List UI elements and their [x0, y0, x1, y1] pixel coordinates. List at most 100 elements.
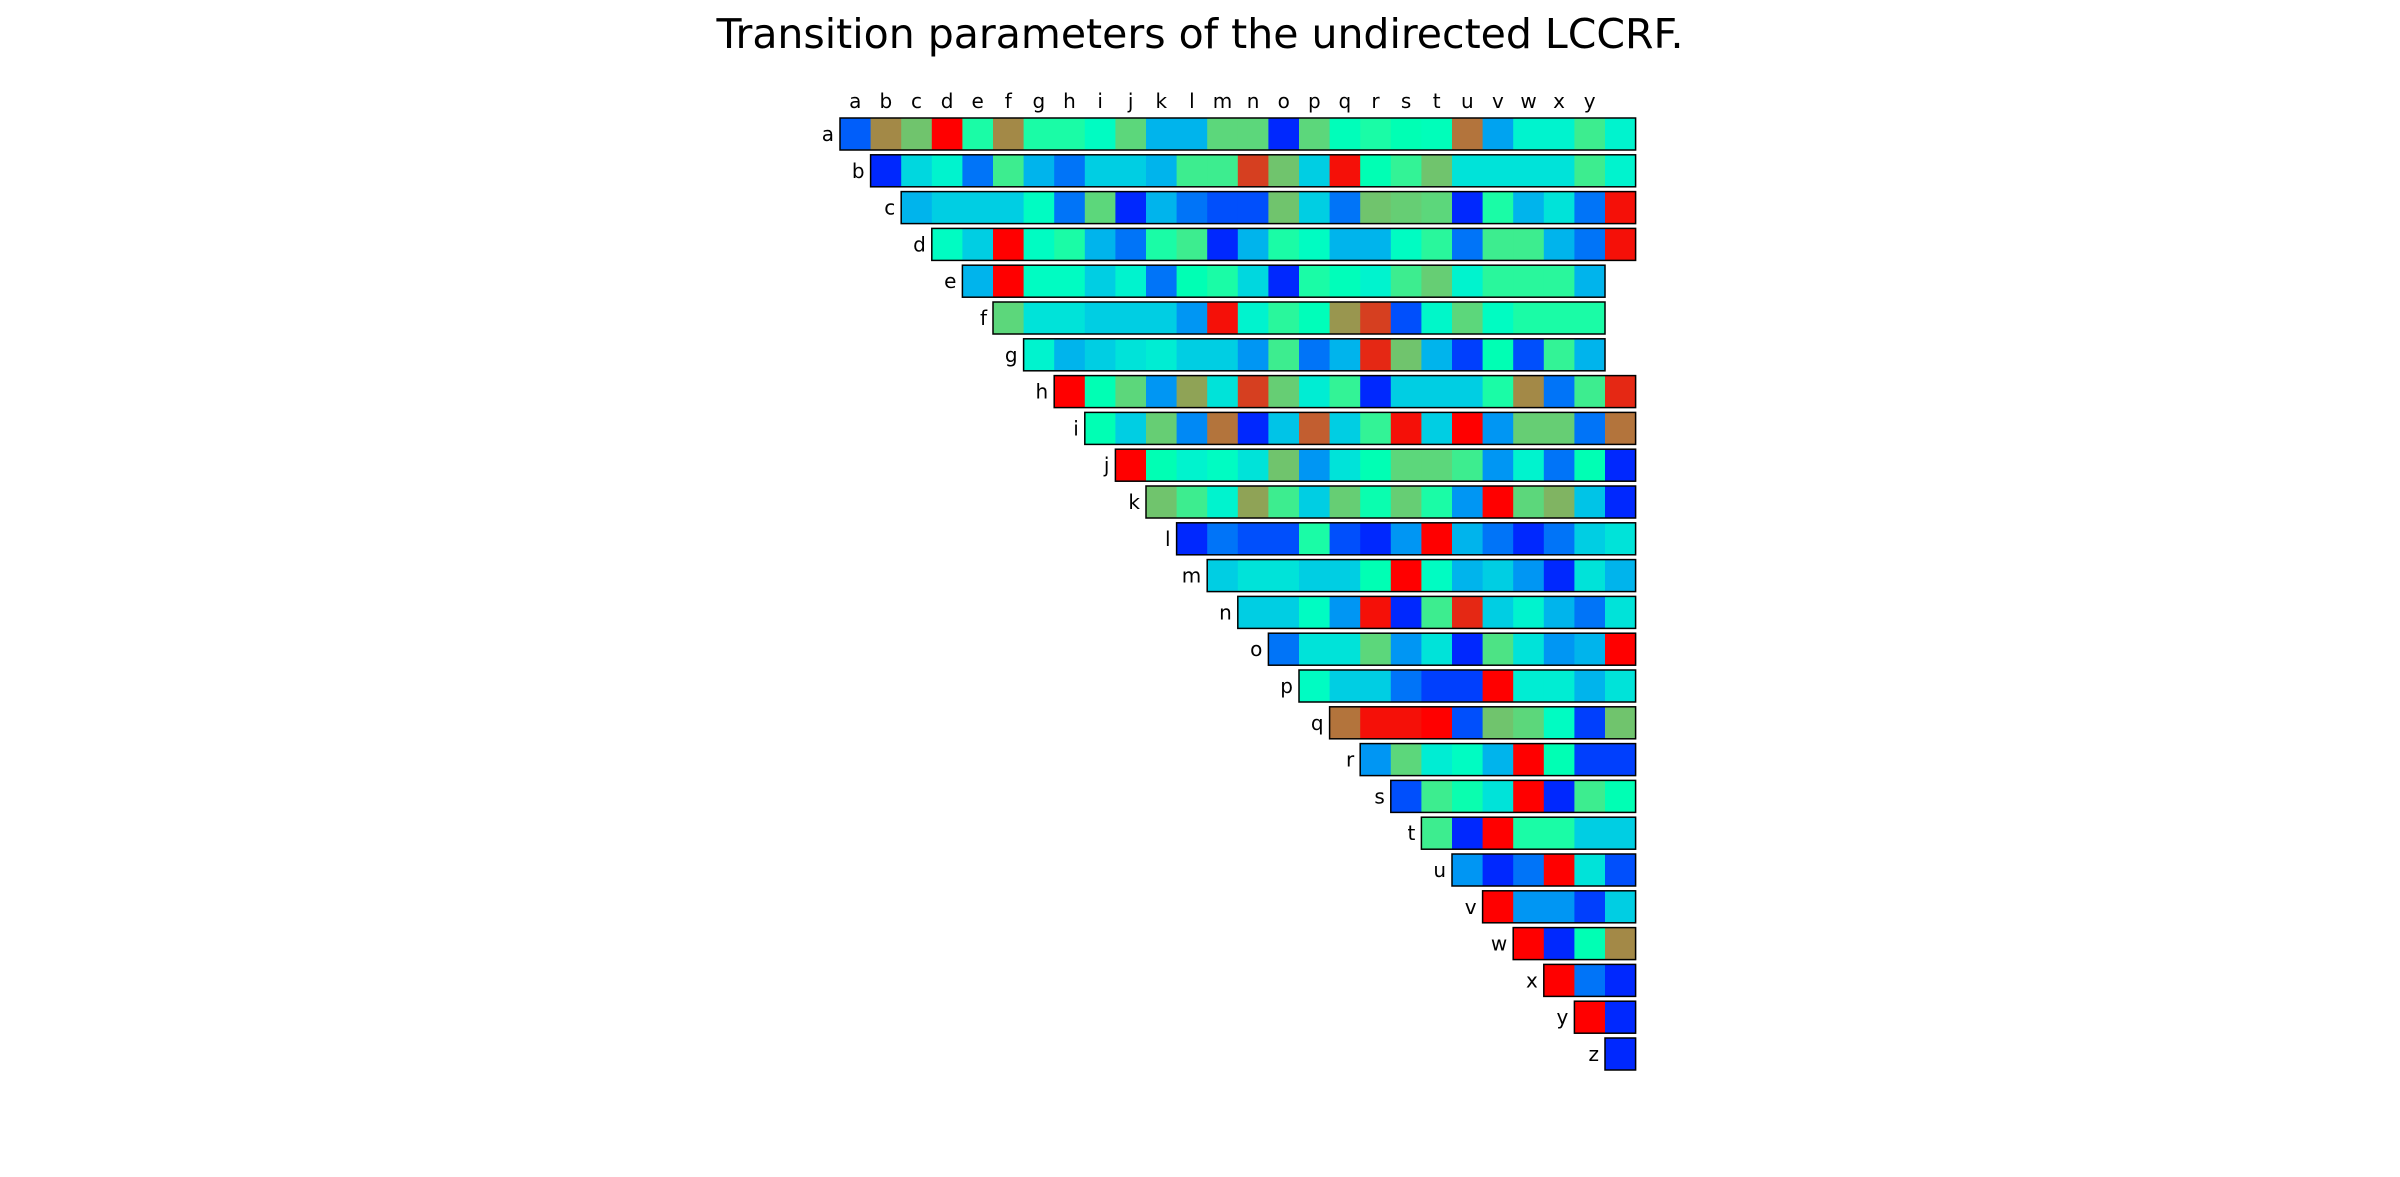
cell-k-10 — [1452, 486, 1484, 518]
cell-e-2 — [1023, 265, 1055, 298]
cell-l-3 — [1268, 522, 1300, 555]
row-frame-e — [961, 264, 1606, 298]
cell-n-8 — [1482, 596, 1514, 629]
cell-b-0 — [870, 154, 902, 187]
cell-e-3 — [1054, 265, 1086, 298]
cell-n-11 — [1574, 596, 1606, 629]
cell-l-14 — [1605, 522, 1637, 555]
cell-c-10 — [1207, 191, 1239, 224]
cell-z-0 — [1605, 1038, 1637, 1070]
row-label-s: s — [1374, 784, 1384, 808]
cell-e-7 — [1176, 265, 1208, 298]
cell-a-3 — [931, 118, 963, 150]
cell-p-10 — [1605, 670, 1637, 702]
column-label-m: m — [1213, 89, 1232, 113]
matrix-row-i — [1084, 411, 1637, 446]
cell-d-12 — [1299, 228, 1331, 261]
matrix-row-q — [1328, 706, 1637, 740]
row-label-w: w — [1491, 932, 1507, 956]
cell-t-0 — [1421, 817, 1453, 850]
matrix-row-x — [1543, 963, 1637, 998]
cell-m-7 — [1421, 559, 1453, 592]
row-frame-w — [1512, 926, 1637, 961]
cell-j-9 — [1390, 449, 1422, 482]
cell-k-12 — [1513, 486, 1545, 518]
cell-b-24 — [1605, 154, 1637, 187]
cell-k-14 — [1574, 486, 1606, 518]
cell-s-1 — [1421, 780, 1453, 813]
cell-d-7 — [1146, 228, 1178, 261]
cell-b-4 — [993, 154, 1025, 187]
cell-k-2 — [1207, 486, 1239, 518]
row-label-z: z — [1589, 1042, 1600, 1066]
cell-q-8 — [1574, 706, 1606, 739]
cell-i-6 — [1268, 412, 1300, 445]
cell-b-16 — [1360, 154, 1392, 187]
cell-u-5 — [1605, 854, 1637, 886]
cell-a-2 — [901, 118, 933, 150]
cell-h-15 — [1513, 375, 1545, 408]
cell-n-1 — [1268, 596, 1300, 629]
cell-p-6 — [1482, 670, 1514, 702]
cell-n-12 — [1605, 596, 1637, 629]
cell-g-11 — [1360, 338, 1392, 371]
row-frame-x — [1543, 963, 1637, 998]
column-label-v: v — [1492, 89, 1504, 113]
matrix-row-h — [1053, 374, 1637, 409]
cell-i-14 — [1513, 412, 1545, 445]
cell-r-5 — [1513, 743, 1545, 776]
row-label-t: t — [1408, 821, 1416, 845]
cell-t-2 — [1482, 817, 1514, 850]
cell-s-0 — [1390, 780, 1422, 813]
cell-n-3 — [1329, 596, 1361, 629]
cell-f-2 — [1054, 302, 1086, 334]
cell-j-13 — [1513, 449, 1545, 482]
cell-d-13 — [1329, 228, 1361, 261]
cell-c-21 — [1543, 191, 1575, 224]
cell-h-1 — [1084, 375, 1116, 408]
matrix-row-w — [1512, 926, 1637, 961]
row-label-u: u — [1433, 858, 1446, 882]
cell-p-0 — [1299, 670, 1331, 702]
row-frame-d — [931, 227, 1637, 262]
cell-i-4 — [1207, 412, 1239, 445]
cell-e-19 — [1543, 265, 1575, 298]
cell-l-11 — [1513, 522, 1545, 555]
column-label-g: g — [1033, 89, 1046, 113]
cell-b-23 — [1574, 154, 1606, 187]
cell-i-5 — [1237, 412, 1269, 445]
cell-h-7 — [1268, 375, 1300, 408]
cell-n-5 — [1390, 596, 1422, 629]
cell-b-21 — [1513, 154, 1545, 187]
cell-j-8 — [1360, 449, 1392, 482]
cell-j-2 — [1176, 449, 1208, 482]
cell-c-15 — [1360, 191, 1392, 224]
column-label-k: k — [1156, 89, 1168, 113]
row-frame-i — [1084, 411, 1637, 446]
cell-h-4 — [1176, 375, 1208, 408]
cell-a-1 — [870, 118, 902, 150]
matrix-rows — [839, 117, 1637, 1071]
cell-m-10 — [1513, 559, 1545, 592]
cell-j-16 — [1605, 449, 1637, 482]
row-label-g: g — [1005, 343, 1018, 367]
row-label-k: k — [1128, 490, 1140, 514]
cell-c-2 — [962, 191, 994, 224]
cell-c-20 — [1513, 191, 1545, 224]
cell-u-0 — [1452, 854, 1484, 886]
cell-l-0 — [1176, 522, 1208, 555]
cell-d-15 — [1390, 228, 1422, 261]
cell-e-4 — [1084, 265, 1116, 298]
cell-b-13 — [1268, 154, 1300, 187]
cell-e-20 — [1574, 265, 1606, 298]
cell-n-7 — [1452, 596, 1484, 629]
matrix-row-s — [1390, 779, 1637, 814]
cell-k-6 — [1329, 486, 1361, 518]
cell-f-17 — [1513, 302, 1545, 334]
cell-i-17 — [1605, 412, 1637, 445]
row-frame-j — [1114, 448, 1637, 482]
column-label-t: t — [1433, 89, 1441, 113]
row-label-j: j — [1103, 453, 1110, 477]
matrix-row-z — [1604, 1037, 1637, 1071]
cell-a-5 — [993, 118, 1025, 150]
